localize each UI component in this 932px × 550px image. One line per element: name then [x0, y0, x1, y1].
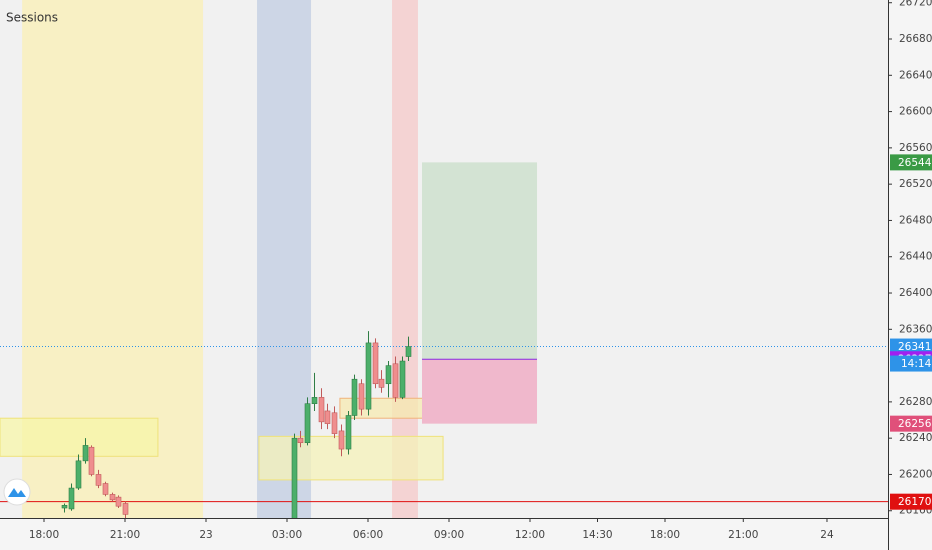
candle-body	[311, 397, 318, 404]
candle-body	[304, 403, 311, 444]
x-tick-label: 14:30	[582, 529, 612, 541]
y-tick-label: 26400	[899, 287, 932, 299]
y-tick-label: 26440	[899, 251, 932, 263]
y-tick-label: 26560	[899, 142, 932, 154]
y-tick-label: 26240	[899, 432, 932, 444]
candle-body	[358, 383, 365, 410]
x-tick-label: 18:00	[650, 529, 680, 541]
axes: 2616026200262402628026360264002644026480…	[29, 0, 932, 541]
countdown: 14:14	[901, 358, 932, 370]
candle-body	[392, 363, 399, 398]
candle-body	[318, 397, 325, 423]
price-axis	[888, 0, 932, 550]
y-tick-label: 26200	[899, 468, 932, 480]
x-tick-label: 23	[199, 529, 212, 541]
x-tick-label: 21:00	[728, 529, 758, 541]
y-tick-label: 26480	[899, 214, 932, 226]
plot	[0, 0, 888, 518]
profit-zone	[421, 162, 538, 360]
candle-body	[399, 360, 406, 398]
y-tick-label: 26640	[899, 69, 932, 81]
candle-body	[95, 474, 102, 486]
candle-body	[61, 504, 68, 509]
candle-body	[331, 412, 338, 434]
price-label-bg	[890, 493, 932, 510]
x-tick-label: 09:00	[434, 529, 464, 541]
y-tick-label: 26720	[899, 0, 932, 9]
session-band	[257, 0, 312, 518]
y-tick-label: 26280	[899, 396, 932, 408]
candle-body	[297, 437, 304, 444]
x-tick-label: 24	[820, 529, 834, 541]
x-tick-label: 03:00	[272, 529, 302, 541]
candle-body	[291, 437, 298, 518]
candle-body	[405, 346, 412, 357]
candle-body	[68, 487, 75, 510]
y-tick-label: 26680	[899, 33, 932, 45]
candle-body	[122, 503, 129, 515]
candle-body	[82, 445, 89, 462]
x-tick-label: 06:00	[353, 529, 383, 541]
price-label: 26341	[898, 341, 931, 353]
range-box	[0, 417, 159, 457]
x-tick-label: 12:00	[515, 529, 545, 541]
price-label-bg	[890, 338, 932, 355]
range-box	[258, 435, 444, 481]
price-label: 26170	[898, 496, 931, 508]
price-label: 26256	[898, 418, 932, 430]
candle-body	[385, 365, 392, 385]
x-tick-label: 21:00	[110, 529, 140, 541]
candle-body	[378, 378, 385, 388]
price-label-bg	[890, 154, 932, 171]
chart-title: Sessions	[6, 11, 58, 25]
candle-body	[115, 496, 122, 507]
session-band	[392, 0, 418, 518]
x-tick-label: 18:00	[29, 529, 59, 541]
price-label: 26544	[898, 157, 932, 169]
candle-body	[88, 446, 95, 475]
y-tick-label: 26360	[899, 323, 932, 335]
loss-zone	[421, 359, 538, 424]
candle-body	[324, 410, 331, 424]
y-tick-label: 26520	[899, 178, 932, 190]
y-tick-label: 26600	[899, 106, 932, 118]
candle-body	[345, 415, 352, 450]
candle-body	[365, 342, 372, 410]
candle-body	[338, 430, 345, 450]
candle-body	[351, 378, 358, 416]
candle-body	[372, 342, 379, 385]
logo	[3, 478, 31, 506]
price-label-bg	[890, 415, 932, 432]
candle-body	[102, 483, 109, 495]
time-axis	[0, 518, 888, 550]
countdown-bg	[890, 355, 932, 372]
candle-body	[75, 460, 82, 489]
candle-body	[109, 494, 116, 501]
